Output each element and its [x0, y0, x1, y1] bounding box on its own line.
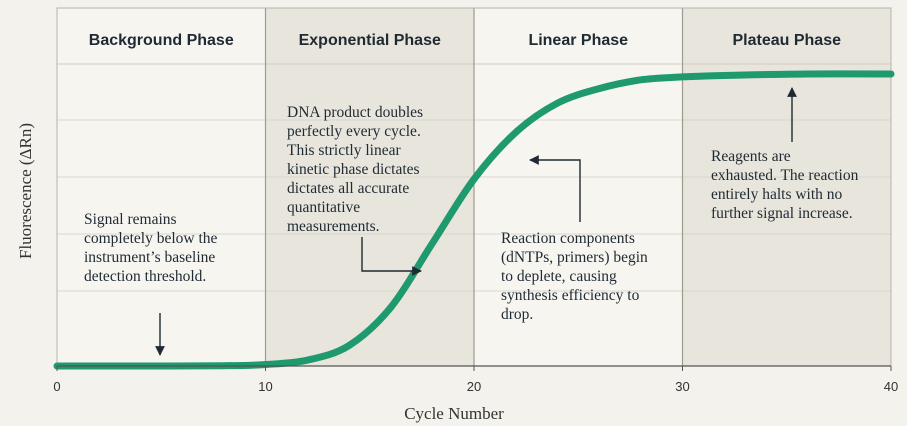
annotation-1-line-4: dictates all accurate [287, 180, 409, 197]
annotation-3-line-3: further signal increase. [711, 205, 853, 222]
annotation-2-line-0: Reaction components [501, 230, 635, 247]
annotation-1-line-3: kinetic phase dictates [287, 161, 420, 178]
annotations: Signal remains completely below the instru… [84, 104, 859, 323]
annotation-1-line-1: perfectly every cycle. [287, 123, 421, 140]
phase-band-2 [474, 8, 683, 366]
phase-bands [57, 8, 891, 366]
annotation-3-line-0: Reagents are [711, 148, 791, 165]
y-axis-label: Fluorescence (ΔRn) [16, 123, 35, 259]
x-tick-label-0: 0 [53, 379, 60, 394]
annotation-0-line-3: detection threshold. [84, 268, 206, 285]
annotation-1-line-2: This strictly linear [287, 142, 401, 159]
x-tick-label-3: 30 [675, 379, 689, 394]
phase-band-1 [265, 8, 474, 366]
phase-title-3: Plateau Phase [733, 32, 842, 49]
phase-band-3 [682, 8, 891, 366]
axes: 0 10 20 30 40 Cycle Number Fluorescence (ΔRn) [16, 123, 898, 423]
annotation-2-line-4: drop. [501, 306, 533, 323]
annotation-1-line-5: quantitative [287, 199, 360, 216]
x-tick-label-4: 40 [884, 379, 898, 394]
phase-band-0 [57, 8, 266, 366]
phase-titles: Background Phase Exponential Phase Linear … [89, 32, 841, 49]
annotation-3-line-1: exhausted. The reaction [711, 167, 859, 184]
phase-title-2: Linear Phase [528, 32, 628, 49]
x-tick-label-2: 20 [467, 379, 481, 394]
annotation-0-line-0: Signal remains [84, 211, 177, 228]
annotation-3-line-2: entirely halts with no [711, 186, 843, 203]
annotation-2-line-1: (dNTPs, primers) begin [501, 249, 648, 266]
annotation-arrow-2 [529, 155, 581, 222]
annotation-2-line-2: to deplete, causing [501, 268, 617, 285]
phase-title-1: Exponential Phase [299, 32, 441, 49]
annotation-0-line-2: instrument’s baseline [84, 249, 215, 266]
annotation-1-line-6: measurements. [287, 218, 380, 235]
x-axis-label: Cycle Number [404, 404, 504, 423]
annotation-1-line-0: DNA product doubles [287, 104, 423, 121]
annotation-0-line-1: completely below the [84, 230, 218, 247]
annotation-arrows [155, 87, 797, 356]
phase-title-0: Background Phase [89, 32, 234, 49]
annotation-arrow-1 [361, 237, 422, 276]
annotation-2-line-3: synthesis efficiency to [501, 287, 640, 304]
x-tick-label-1: 10 [258, 379, 272, 394]
